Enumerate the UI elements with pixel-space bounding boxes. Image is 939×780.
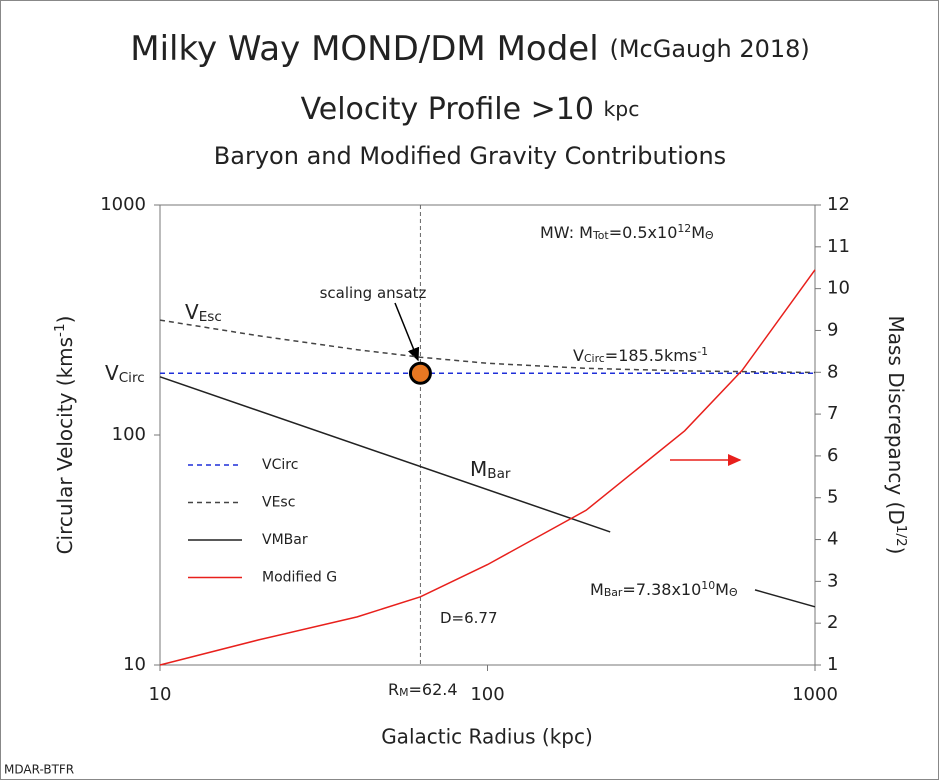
annotation-part: Esc [199, 309, 222, 325]
annotation-part: =0.5x10 [609, 223, 678, 242]
annotation: VEsc [185, 300, 222, 326]
y2-axis-title-part: Mass Discrepancy (D [885, 316, 909, 525]
annotation: MW: MTot=0.5x1012MΘ [540, 222, 714, 243]
footer: MDAR-BTFR [4, 763, 74, 777]
y-tick-label: 10 [123, 654, 146, 675]
y2-tick-label: 8 [827, 361, 838, 382]
annotation-part: =185.5kms [605, 346, 697, 365]
y2-tick-label: 11 [827, 236, 850, 257]
y-axis-title-part: -1 [52, 323, 68, 337]
x-tick-label: 1000 [792, 684, 838, 705]
annotation-part: M [399, 686, 408, 699]
annotation-part: M [470, 457, 487, 481]
annotation-part: 12 [677, 222, 691, 235]
y2-tick-label: 2 [827, 612, 838, 633]
annotation: MBar=7.38x1010MΘ [590, 579, 738, 600]
annotation: scaling ansatz [320, 284, 427, 302]
annotation-part: Bar [604, 586, 623, 599]
annotation-part: M [715, 580, 729, 599]
y2-tick-label: 10 [827, 278, 850, 299]
subtitle2: Baryon and Modified Gravity Contribution… [214, 142, 726, 170]
legend-label: VCirc [262, 457, 298, 473]
y2-tick-label: 12 [827, 194, 850, 215]
y2-tick-label: 6 [827, 445, 838, 466]
x-axis-title: Galactic Radius (kpc) [381, 725, 593, 749]
annotation-part: D=6.77 [440, 609, 498, 627]
annotation-part: V [105, 361, 119, 385]
subtitle-part: kpc [603, 97, 639, 121]
annotation-part: MW: M [540, 223, 593, 242]
y-axis-title-part: ) [53, 316, 77, 324]
annotation-arrow [394, 302, 420, 362]
y-axis-title: Circular Velocity (kms-1) [52, 316, 76, 555]
series-line [159, 269, 816, 666]
y-tick-label: 1000 [100, 194, 146, 215]
annotation-part: V [573, 346, 584, 365]
y2-tick-label: 5 [827, 487, 838, 508]
legend-label: VEsc [262, 495, 295, 511]
y2-tick-label: 4 [827, 529, 838, 550]
legend-label: VMBar [262, 532, 308, 548]
annotation-part: V [185, 300, 199, 324]
y-axis-title-part: Circular Velocity (kms [53, 337, 77, 554]
annotation-part: =62.4 [409, 680, 458, 699]
legend-label: Modified G [262, 570, 337, 586]
annotation-part: 10 [701, 579, 715, 592]
y2-tick-label: 9 [827, 319, 838, 340]
annotation-part: =7.38x10 [622, 580, 701, 599]
subtitle: Velocity Profile >10 kpc [301, 92, 640, 127]
annotation: MBar [470, 457, 511, 483]
title-note: (McGaugh 2018) [609, 35, 809, 63]
y2-tick-label: 1 [827, 654, 838, 675]
annotation-part: M [590, 580, 604, 599]
annotation-part: Bar [487, 466, 511, 482]
annotation-part: -1 [697, 345, 708, 358]
annotation: VCirc=185.5kms-1 [573, 345, 708, 366]
x-tick-label: 10 [149, 684, 172, 705]
title-main: Milky Way MOND/DM Model [130, 29, 598, 69]
annotation: D=6.77 [440, 609, 498, 627]
series-line [159, 376, 816, 608]
y2-axis-title-part: 1/2 [893, 525, 909, 547]
y2-axis-title: Mass Discrepancy (D1/2) [885, 316, 909, 555]
annotation-part: Θ [729, 586, 738, 599]
annotation-part: Θ [705, 229, 714, 242]
annotation-part: Tot [592, 229, 609, 242]
annotation-part: R [388, 680, 399, 699]
point-marker [408, 361, 432, 385]
y2-tick-label: 3 [827, 570, 838, 591]
chart-title: Milky Way MOND/DM Model (McGaugh 2018) [130, 29, 810, 69]
annotation-part: Circ [584, 352, 605, 365]
x-tick-label: 100 [470, 684, 504, 705]
annotation-part: Circ [119, 370, 145, 386]
annotation: RM=62.4 [388, 680, 458, 700]
annotation-part: M [691, 223, 705, 242]
subtitle-part: Velocity Profile >10 [301, 92, 604, 127]
y-tick-label: 100 [112, 424, 146, 445]
annotation: VCirc [105, 361, 145, 387]
y2-tick-label: 7 [827, 403, 838, 424]
annotation-part: scaling ansatz [320, 284, 427, 302]
y2-axis-title-part: ) [885, 547, 909, 555]
